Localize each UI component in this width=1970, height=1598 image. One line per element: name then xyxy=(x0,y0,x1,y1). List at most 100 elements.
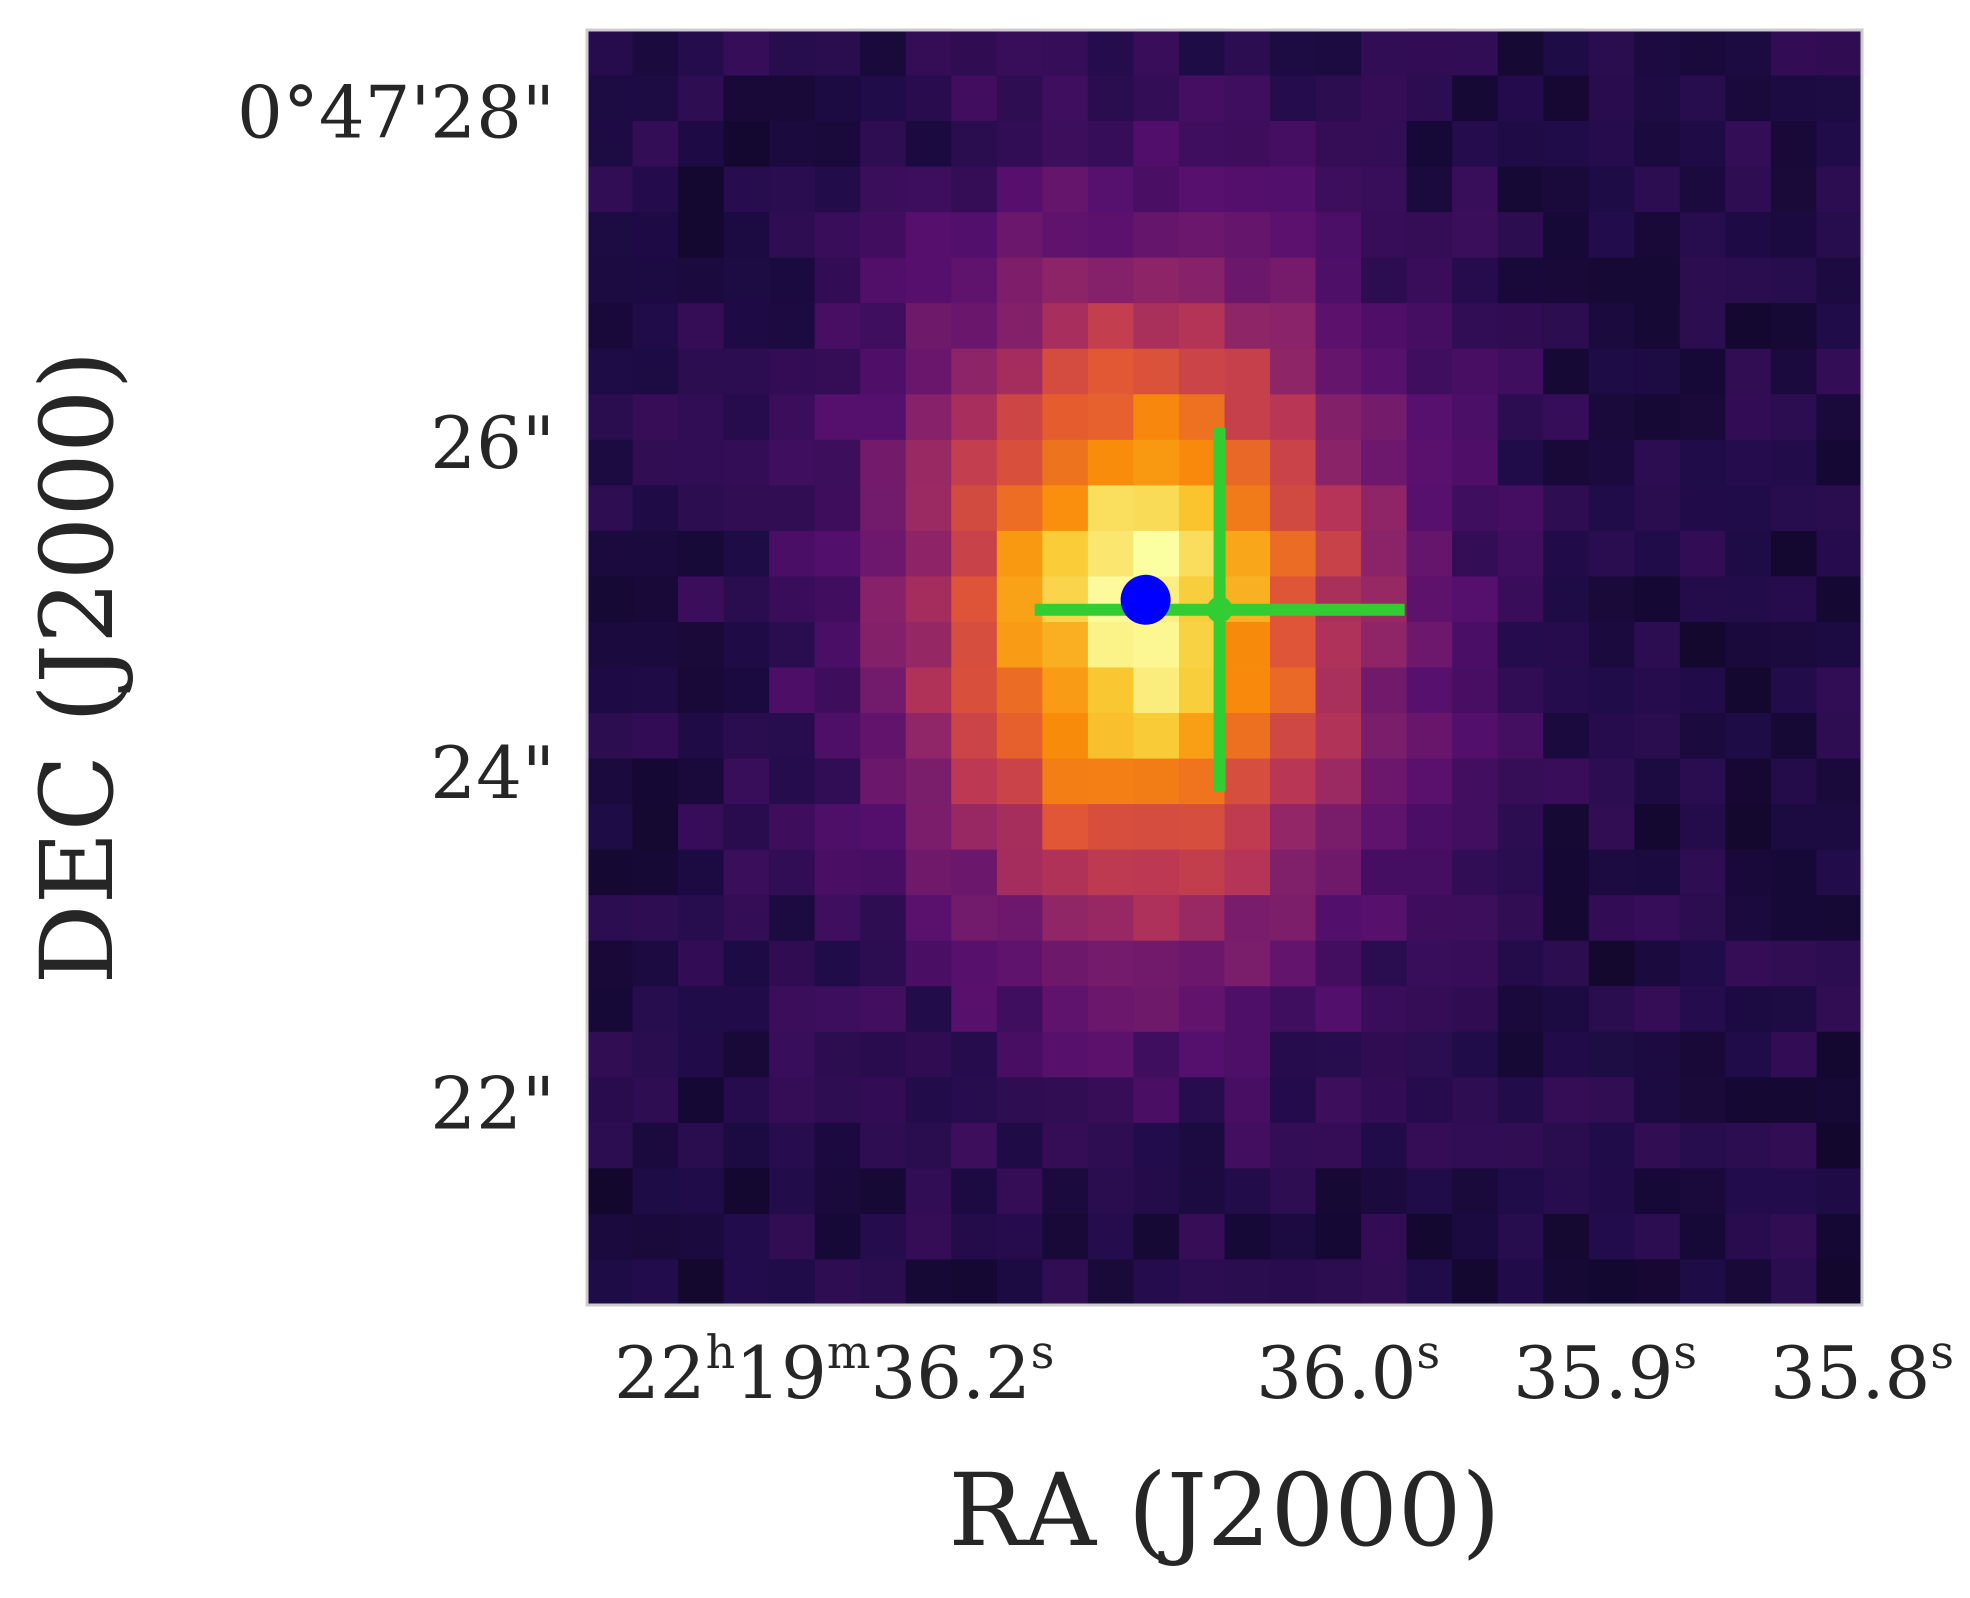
heatmap-cell xyxy=(996,257,1043,304)
heatmap-cell xyxy=(814,212,861,259)
heatmap-cell xyxy=(1543,394,1590,441)
heatmap-cell xyxy=(769,121,816,168)
heatmap-cell xyxy=(1679,667,1726,714)
heatmap-cell xyxy=(814,1077,861,1124)
heatmap-cell xyxy=(1588,849,1635,896)
heatmap-cell xyxy=(996,621,1043,669)
heatmap-cell xyxy=(1497,530,1544,578)
x-tick-labels: 22h19m36.2s 36.0s 35.9s 35.8s xyxy=(614,1325,1954,1415)
heatmap-cell xyxy=(723,1213,770,1261)
heatmap-cell xyxy=(1497,621,1544,669)
heatmap-cell xyxy=(587,986,634,1033)
heatmap-cell xyxy=(1452,394,1499,441)
heatmap-cell xyxy=(1634,30,1681,77)
heatmap-cell xyxy=(1497,986,1544,1033)
heatmap-cell xyxy=(1042,895,1089,942)
heatmap-cell xyxy=(1679,121,1726,168)
heatmap-cell xyxy=(1042,394,1089,441)
heatmap-cell xyxy=(1679,1122,1726,1169)
heatmap-cell xyxy=(1087,1122,1135,1169)
heatmap-cell xyxy=(1406,303,1453,350)
heatmap-cell xyxy=(1224,1122,1271,1169)
heatmap-cell xyxy=(1224,348,1271,395)
heatmap-cell xyxy=(769,895,816,942)
heatmap-cell xyxy=(1406,257,1453,304)
heatmap-cell xyxy=(678,394,725,441)
heatmap-cell xyxy=(1361,758,1408,805)
heatmap-cell xyxy=(1224,667,1271,714)
heatmap-cell xyxy=(1679,257,1726,304)
heatmap-cell xyxy=(1770,394,1818,441)
heatmap-cell xyxy=(1497,1031,1544,1078)
heatmap-cell xyxy=(1178,1259,1226,1306)
heatmap-cell xyxy=(1270,667,1317,714)
heatmap-cell xyxy=(1224,75,1271,122)
heatmap-cell xyxy=(1361,30,1408,77)
heatmap-cell xyxy=(1497,121,1544,168)
heatmap-cell xyxy=(1725,986,1772,1033)
heatmap-cell xyxy=(1133,257,1180,304)
heatmap-cell xyxy=(587,1168,634,1215)
heatmap-cell xyxy=(996,1077,1043,1124)
heatmap-cell xyxy=(1042,758,1089,805)
y-tick-label: 0°47'28" xyxy=(237,71,555,155)
heatmap-cell xyxy=(1679,530,1726,578)
heatmap-cell xyxy=(905,667,952,714)
heatmap-cell xyxy=(814,986,861,1033)
heatmap-cell xyxy=(1634,257,1681,304)
heatmap-cell xyxy=(1770,1122,1818,1169)
heatmap-cell xyxy=(860,849,907,896)
heatmap-cell xyxy=(1087,75,1135,122)
heatmap-cell xyxy=(678,895,725,942)
heatmap-cell xyxy=(678,1077,725,1124)
heatmap-cell xyxy=(1087,530,1135,578)
heatmap-cell xyxy=(860,75,907,122)
heatmap-cell xyxy=(1406,895,1453,942)
heatmap-cell xyxy=(1588,75,1635,122)
heatmap-cell xyxy=(1588,1077,1635,1124)
heatmap-cell xyxy=(723,667,770,714)
heatmap-cell xyxy=(678,667,725,714)
heatmap-cell xyxy=(1361,1213,1408,1261)
heatmap-cell xyxy=(905,940,952,987)
heatmap-cell xyxy=(1361,1077,1408,1124)
heatmap-cell xyxy=(1816,1213,1863,1261)
x-axis-title: RA (J2000) xyxy=(949,1452,1501,1569)
heatmap-cell xyxy=(1270,30,1317,77)
heatmap-cell xyxy=(951,1122,998,1169)
heatmap-cell xyxy=(1634,303,1681,350)
heatmap-cell xyxy=(996,303,1043,350)
heatmap-cell xyxy=(814,713,861,760)
heatmap-cell xyxy=(1543,895,1590,942)
heatmap-cell xyxy=(1543,1077,1590,1124)
heatmap-cell xyxy=(632,940,679,987)
heatmap-cell xyxy=(678,121,725,168)
heatmap-cell xyxy=(723,530,770,578)
heatmap-cell xyxy=(1816,713,1863,760)
heatmap-cell xyxy=(905,1077,952,1124)
heatmap-cell xyxy=(1406,530,1453,578)
heatmap-cell xyxy=(1588,257,1635,304)
heatmap-cell xyxy=(996,1031,1043,1078)
heatmap-cell xyxy=(1224,1077,1271,1124)
heatmap-cell xyxy=(587,621,634,669)
heatmap-cell xyxy=(905,713,952,760)
heatmap-cell xyxy=(723,621,770,669)
heatmap-cell xyxy=(1679,1031,1726,1078)
heatmap-cell xyxy=(1452,940,1499,987)
heatmap-cell xyxy=(1361,849,1408,896)
heatmap-cell xyxy=(587,348,634,395)
heatmap-cell xyxy=(1725,804,1772,851)
heatmap-cell xyxy=(996,485,1043,532)
heatmap-cell xyxy=(1816,530,1863,578)
heatmap-cell xyxy=(632,576,679,623)
heatmap-cell xyxy=(1588,348,1635,395)
heatmap-cell xyxy=(1224,121,1271,168)
heatmap-cell xyxy=(1725,895,1772,942)
heatmap-cell xyxy=(1361,895,1408,942)
heatmap-cell xyxy=(1087,394,1135,441)
heatmap-cell xyxy=(1634,485,1681,532)
heatmap-cell xyxy=(1133,713,1180,760)
heatmap-cell xyxy=(678,940,725,987)
heatmap-cell xyxy=(769,1213,816,1261)
